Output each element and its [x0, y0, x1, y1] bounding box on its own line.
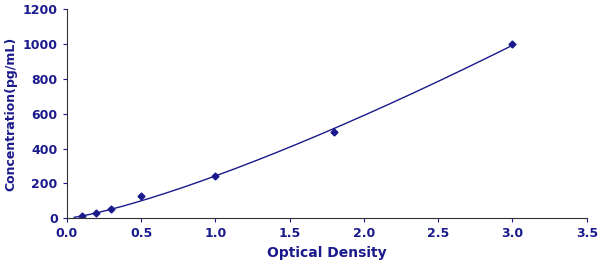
X-axis label: Optical Density: Optical Density	[267, 246, 386, 260]
Y-axis label: Concentration(pg/mL): Concentration(pg/mL)	[4, 37, 17, 191]
